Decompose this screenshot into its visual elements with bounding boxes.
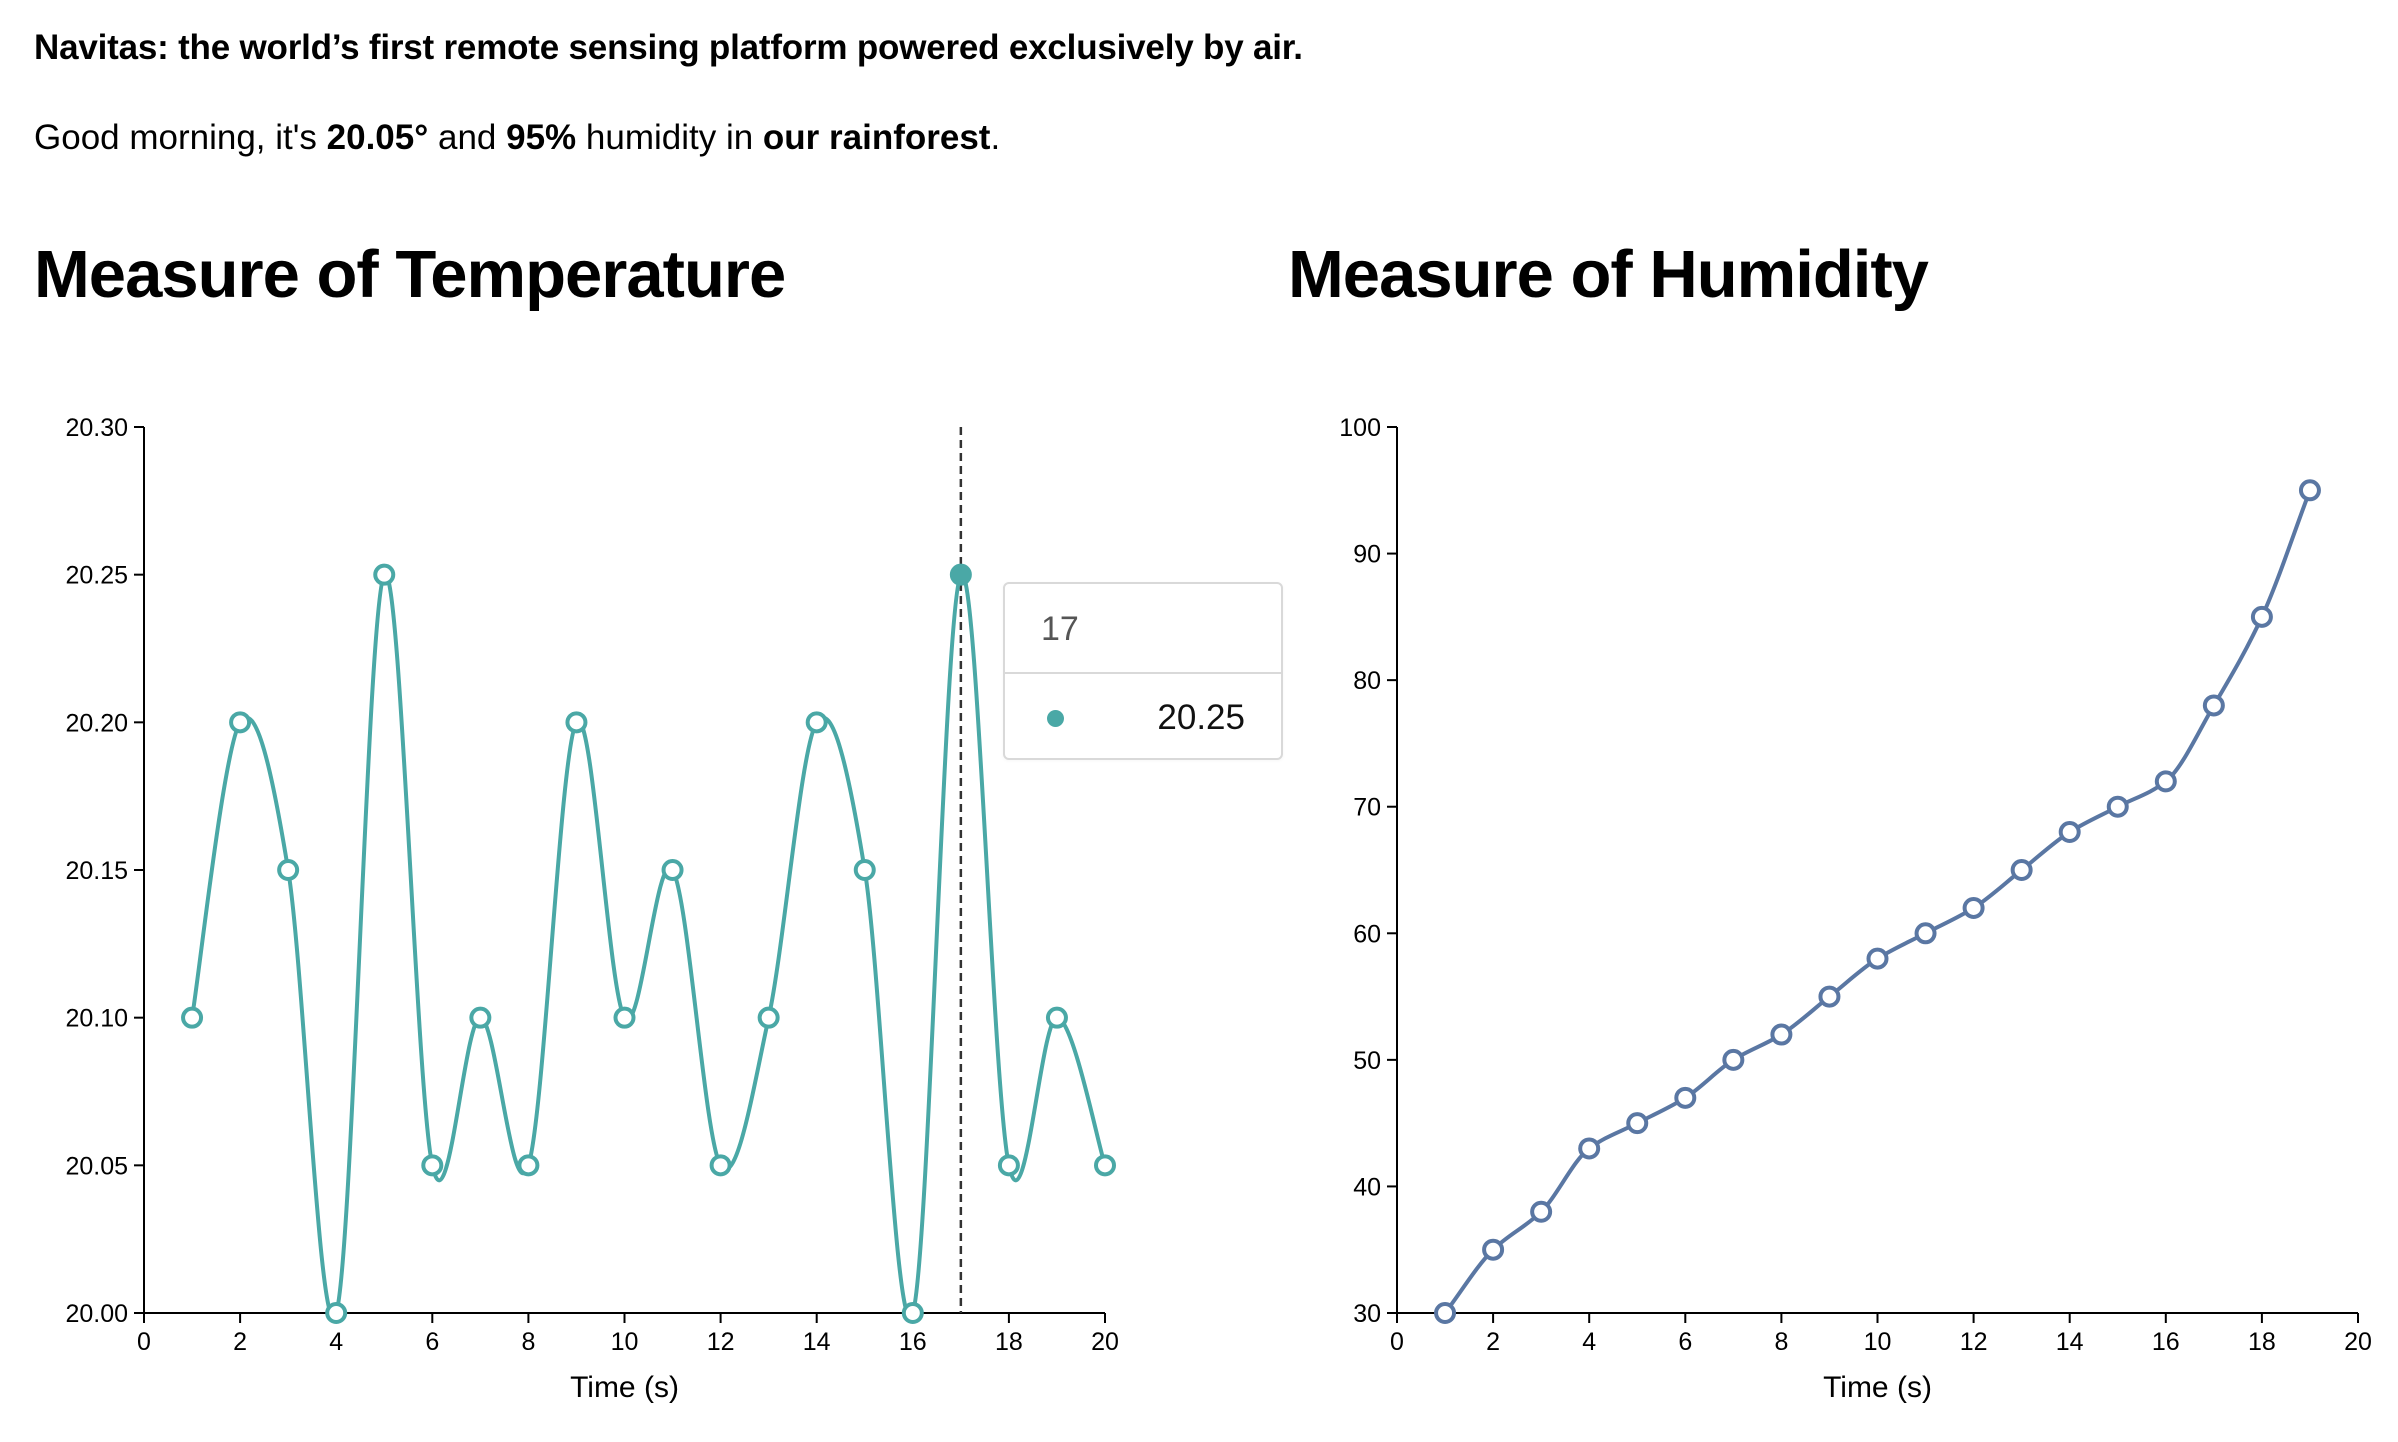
humidity-data-point[interactable] xyxy=(2202,694,2225,717)
temperature-data-point[interactable] xyxy=(901,1302,924,1324)
temperature-y-tick-label: 20.25 xyxy=(65,562,128,590)
temperature-chart-title: Measure of Temperature xyxy=(34,237,786,312)
humidity-y-tick-label: 70 xyxy=(1353,794,1381,822)
temperature-data-point[interactable] xyxy=(229,711,252,734)
temperature-x-tick-label: 20 xyxy=(1091,1328,1119,1356)
humidity-x-tick-label: 20 xyxy=(2344,1328,2372,1356)
humidity-y-tick-label: 50 xyxy=(1353,1047,1381,1075)
greeting-mid-2: humidity in xyxy=(576,118,763,157)
humidity-data-point[interactable] xyxy=(1626,1112,1649,1135)
temperature-data-point[interactable] xyxy=(421,1154,444,1177)
temperature-y-tick-label: 20.05 xyxy=(65,1152,128,1180)
humidity-y-tick-label: 40 xyxy=(1353,1173,1381,1201)
humidity-data-point[interactable] xyxy=(1962,896,1985,919)
temperature-data-point[interactable] xyxy=(565,711,588,734)
temperature-y-tick-label: 20.15 xyxy=(65,857,128,885)
temperature-data-point[interactable] xyxy=(661,859,684,881)
temperature-x-tick-label: 8 xyxy=(521,1328,535,1356)
humidity-data-point[interactable] xyxy=(1770,1023,1793,1046)
humidity-data-point[interactable] xyxy=(2106,795,2129,818)
humidity-x-tick-label: 8 xyxy=(1774,1328,1788,1356)
humidity-data-point[interactable] xyxy=(2010,859,2033,881)
temperature-data-point[interactable] xyxy=(277,859,300,881)
humidity-data-point[interactable] xyxy=(1674,1086,1697,1109)
humidity-x-tick-label: 12 xyxy=(1960,1328,1988,1356)
humidity-y-tick-label: 90 xyxy=(1353,541,1381,569)
temperature-data-point[interactable] xyxy=(517,1154,540,1177)
humidity-y-tick-label: 60 xyxy=(1353,920,1381,948)
humidity-data-point[interactable] xyxy=(2058,821,2081,844)
temperature-x-tick-label: 4 xyxy=(329,1328,343,1356)
humidity-x-tick-label: 2 xyxy=(1486,1328,1500,1356)
temperature-x-tick-label: 6 xyxy=(425,1328,439,1356)
humidity-data-point[interactable] xyxy=(1578,1137,1601,1160)
temperature-y-tick-label: 20.10 xyxy=(65,1005,128,1033)
tooltip-x-label: 17 xyxy=(1041,610,1079,648)
temperature-y-tick-label: 20.00 xyxy=(65,1300,128,1328)
temperature-x-tick-label: 18 xyxy=(995,1328,1023,1356)
humidity-data-point[interactable] xyxy=(2250,605,2273,628)
temperature-data-point[interactable] xyxy=(469,1006,492,1029)
chart-tooltip: 17 20.25 xyxy=(1003,582,1283,760)
greeting-suffix: . xyxy=(990,118,1001,157)
temperature-data-point[interactable] xyxy=(373,563,396,586)
humidity-x-axis-title: Time (s) xyxy=(1823,1371,1932,1404)
humidity-x-tick-label: 10 xyxy=(1864,1328,1892,1356)
tooltip-value: 20.25 xyxy=(1157,698,1245,737)
humidity-data-point[interactable] xyxy=(1818,985,1841,1008)
temperature-data-point[interactable] xyxy=(757,1006,780,1029)
temperature-data-point[interactable] xyxy=(181,1006,204,1029)
current-humidity: 95% xyxy=(506,118,577,157)
temperature-y-tick-label: 20.20 xyxy=(65,709,128,737)
humidity-x-tick-label: 14 xyxy=(2056,1328,2084,1356)
humidity-data-point[interactable] xyxy=(1434,1302,1457,1324)
humidity-y-tick-label: 80 xyxy=(1353,667,1381,695)
tooltip-divider xyxy=(1005,672,1281,674)
temperature-x-tick-label: 12 xyxy=(707,1328,735,1356)
temperature-x-tick-label: 2 xyxy=(233,1328,247,1356)
humidity-data-point[interactable] xyxy=(2298,479,2321,502)
temperature-data-point[interactable] xyxy=(1045,1006,1068,1029)
humidity-data-point[interactable] xyxy=(1914,922,1937,945)
humidity-x-tick-label: 0 xyxy=(1390,1328,1404,1356)
humidity-data-point[interactable] xyxy=(1530,1200,1553,1223)
humidity-chart-title: Measure of Humidity xyxy=(1288,237,1929,312)
tagline: Navitas: the world’s first remote sensin… xyxy=(34,28,1303,67)
greeting: Good morning, it's 20.05° and 95% humidi… xyxy=(34,118,1000,158)
temperature-data-point[interactable] xyxy=(1094,1154,1116,1177)
humidity-data-point[interactable] xyxy=(1866,947,1889,970)
humidity-x-tick-label: 4 xyxy=(1582,1328,1596,1356)
greeting-mid-1: and xyxy=(428,118,507,157)
temperature-x-tick-label: 0 xyxy=(137,1328,151,1356)
humidity-x-tick-label: 16 xyxy=(2152,1328,2180,1356)
temperature-data-point[interactable] xyxy=(997,1154,1020,1177)
temperature-x-axis-title: Time (s) xyxy=(570,1371,679,1404)
humidity-data-point[interactable] xyxy=(1482,1238,1505,1261)
temperature-data-point[interactable] xyxy=(805,711,828,734)
humidity-data-point[interactable] xyxy=(2154,770,2177,793)
greeting-prefix: Good morning, it's xyxy=(34,118,327,157)
humidity-series-line xyxy=(1443,489,2312,1315)
humidity-x-tick-label: 18 xyxy=(2248,1328,2276,1356)
temperature-data-point[interactable] xyxy=(709,1154,732,1177)
temperature-x-tick-label: 10 xyxy=(611,1328,639,1356)
humidity-data-point[interactable] xyxy=(1722,1048,1745,1071)
location-name: our rainforest xyxy=(762,118,991,157)
temperature-data-point[interactable] xyxy=(853,859,876,881)
humidity-x-tick-label: 6 xyxy=(1678,1328,1692,1356)
temperature-data-point[interactable] xyxy=(613,1006,636,1029)
humidity-y-tick-label: 100 xyxy=(1339,414,1381,442)
humidity-y-tick-label: 30 xyxy=(1353,1300,1381,1328)
temperature-x-tick-label: 14 xyxy=(803,1328,831,1356)
current-temperature: 20.05° xyxy=(326,118,429,157)
temperature-y-tick-label: 20.30 xyxy=(65,414,128,442)
temperature-data-point[interactable] xyxy=(949,563,972,586)
temperature-x-tick-label: 16 xyxy=(899,1328,927,1356)
temperature-data-point[interactable] xyxy=(325,1302,348,1324)
tooltip-series-dot xyxy=(1047,710,1064,727)
